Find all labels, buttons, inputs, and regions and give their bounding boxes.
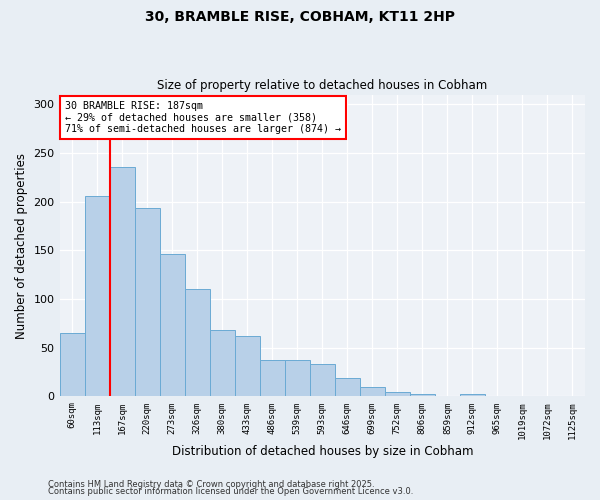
Bar [85,196,110,396]
Bar [360,386,385,396]
Bar [460,394,485,396]
Bar [285,360,310,396]
Bar [134,208,160,396]
Y-axis label: Number of detached properties: Number of detached properties [15,152,28,338]
Bar [209,330,235,396]
Bar [160,254,185,396]
Title: Size of property relative to detached houses in Cobham: Size of property relative to detached ho… [157,79,487,92]
Text: 30, BRAMBLE RISE, COBHAM, KT11 2HP: 30, BRAMBLE RISE, COBHAM, KT11 2HP [145,10,455,24]
Bar [110,166,134,396]
Bar [410,394,435,396]
Bar [385,392,410,396]
Text: Contains HM Land Registry data © Crown copyright and database right 2025.: Contains HM Land Registry data © Crown c… [48,480,374,489]
Bar [260,360,285,396]
Text: 30 BRAMBLE RISE: 187sqm
← 29% of detached houses are smaller (358)
71% of semi-d: 30 BRAMBLE RISE: 187sqm ← 29% of detache… [65,100,341,134]
Text: Contains public sector information licensed under the Open Government Licence v3: Contains public sector information licen… [48,487,413,496]
Bar [185,290,209,397]
Bar [235,336,260,396]
Bar [59,333,85,396]
X-axis label: Distribution of detached houses by size in Cobham: Distribution of detached houses by size … [172,444,473,458]
Bar [335,378,360,396]
Bar [310,364,335,396]
